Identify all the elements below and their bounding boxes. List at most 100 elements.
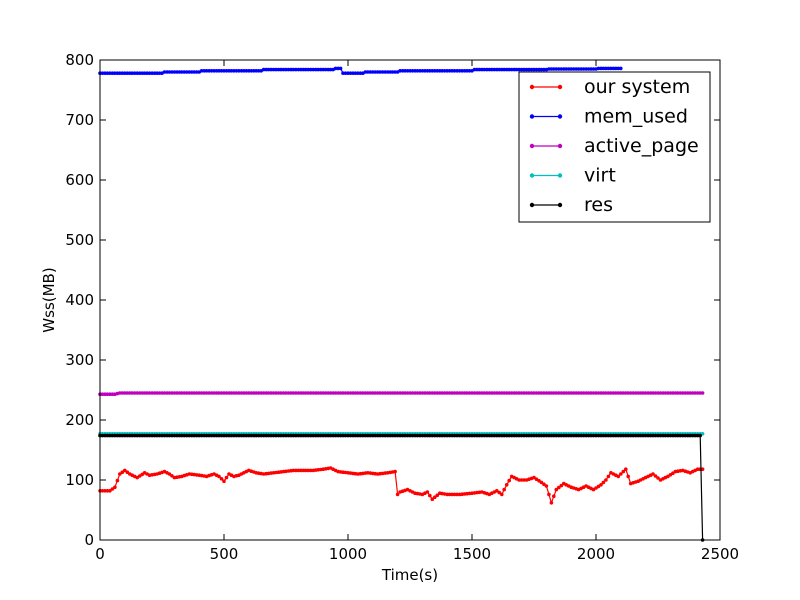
data-point: [192, 70, 196, 74]
data-point: [113, 71, 117, 75]
data-point: [105, 71, 110, 75]
data-point: [403, 433, 407, 438]
data-point: [296, 391, 301, 395]
data-point: [410, 391, 415, 395]
data-point: [383, 433, 388, 438]
data-point: [569, 433, 573, 438]
legend-swatch-marker: [529, 84, 535, 90]
data-point: [167, 391, 172, 395]
data-point: [358, 433, 363, 438]
data-point: [318, 67, 323, 72]
data-point: [403, 391, 407, 395]
data-point: [490, 433, 494, 438]
data-point: [108, 71, 112, 75]
data-point: [244, 69, 249, 73]
data-point: [232, 433, 236, 438]
data-point: [393, 433, 397, 438]
data-point: [581, 391, 586, 395]
data-point: [465, 69, 469, 73]
data-point: [237, 69, 241, 73]
data-point: [180, 433, 184, 438]
data-point: [338, 66, 343, 71]
data-point: [309, 433, 313, 438]
data-point: [455, 69, 459, 73]
data-point: [514, 391, 519, 395]
data-point: [390, 433, 395, 438]
data-point: [606, 66, 611, 71]
data-point: [604, 391, 608, 395]
data-point: [304, 67, 308, 72]
data-point: [547, 492, 551, 497]
series-res: [98, 433, 705, 542]
data-point: [668, 391, 673, 395]
data-point: [204, 433, 209, 438]
data-point: [390, 391, 395, 395]
data-point: [534, 67, 539, 72]
data-point: [281, 67, 286, 72]
data-point: [108, 433, 112, 438]
data-point: [137, 433, 142, 438]
data-point: [199, 433, 204, 438]
data-point: [442, 433, 447, 438]
data-point: [547, 67, 551, 71]
data-point: [504, 391, 509, 395]
data-point: [353, 391, 358, 395]
data-point: [681, 391, 685, 395]
legend-box: [518, 71, 711, 223]
data-point: [554, 487, 559, 492]
data-point: [296, 433, 301, 438]
data-point: [544, 391, 549, 395]
data-point: [681, 433, 685, 438]
data-point: [237, 391, 241, 395]
data-point: [217, 69, 221, 73]
data-point: [651, 433, 655, 438]
data-point: [420, 69, 425, 73]
data-point: [261, 391, 266, 395]
data-point: [589, 391, 593, 395]
data-point: [695, 391, 700, 395]
data-point: [477, 433, 482, 438]
data-point: [304, 468, 308, 473]
data-point: [534, 391, 539, 395]
legend-entry: mem_used: [529, 106, 688, 128]
data-point: [688, 391, 692, 395]
data-point: [447, 433, 452, 438]
data-point: [576, 67, 581, 71]
data-point: [626, 474, 630, 479]
data-point: [445, 492, 450, 497]
data-point: [323, 67, 328, 72]
data-point: [224, 69, 229, 73]
data-point: [333, 391, 338, 395]
data-point: [182, 70, 187, 74]
data-point: [105, 489, 110, 493]
data-point: [403, 69, 407, 73]
data-point: [418, 433, 422, 438]
y-tick-label: 700: [65, 111, 94, 129]
data-point: [378, 433, 383, 438]
data-point: [219, 477, 224, 481]
y-tick-label: 600: [65, 171, 94, 189]
data-point: [194, 433, 199, 438]
data-point: [504, 483, 509, 487]
data-point: [182, 433, 187, 438]
y-tick-label: 100: [65, 471, 94, 489]
data-point: [346, 433, 350, 438]
data-point: [229, 433, 234, 438]
x-tick-label: 500: [210, 545, 239, 563]
data-point: [651, 472, 655, 476]
data-point: [247, 433, 251, 438]
data-point: [653, 433, 658, 438]
data-point: [234, 391, 239, 395]
data-point: [336, 433, 340, 438]
data-point: [517, 67, 521, 72]
data-point: [517, 433, 521, 438]
data-point: [274, 391, 278, 395]
data-point: [614, 433, 618, 438]
data-point: [519, 478, 524, 482]
data-point: [581, 67, 586, 71]
data-point: [559, 391, 564, 395]
data-point: [552, 67, 556, 71]
data-point: [249, 391, 254, 395]
data-point: [294, 391, 298, 395]
data-point: [641, 433, 645, 438]
